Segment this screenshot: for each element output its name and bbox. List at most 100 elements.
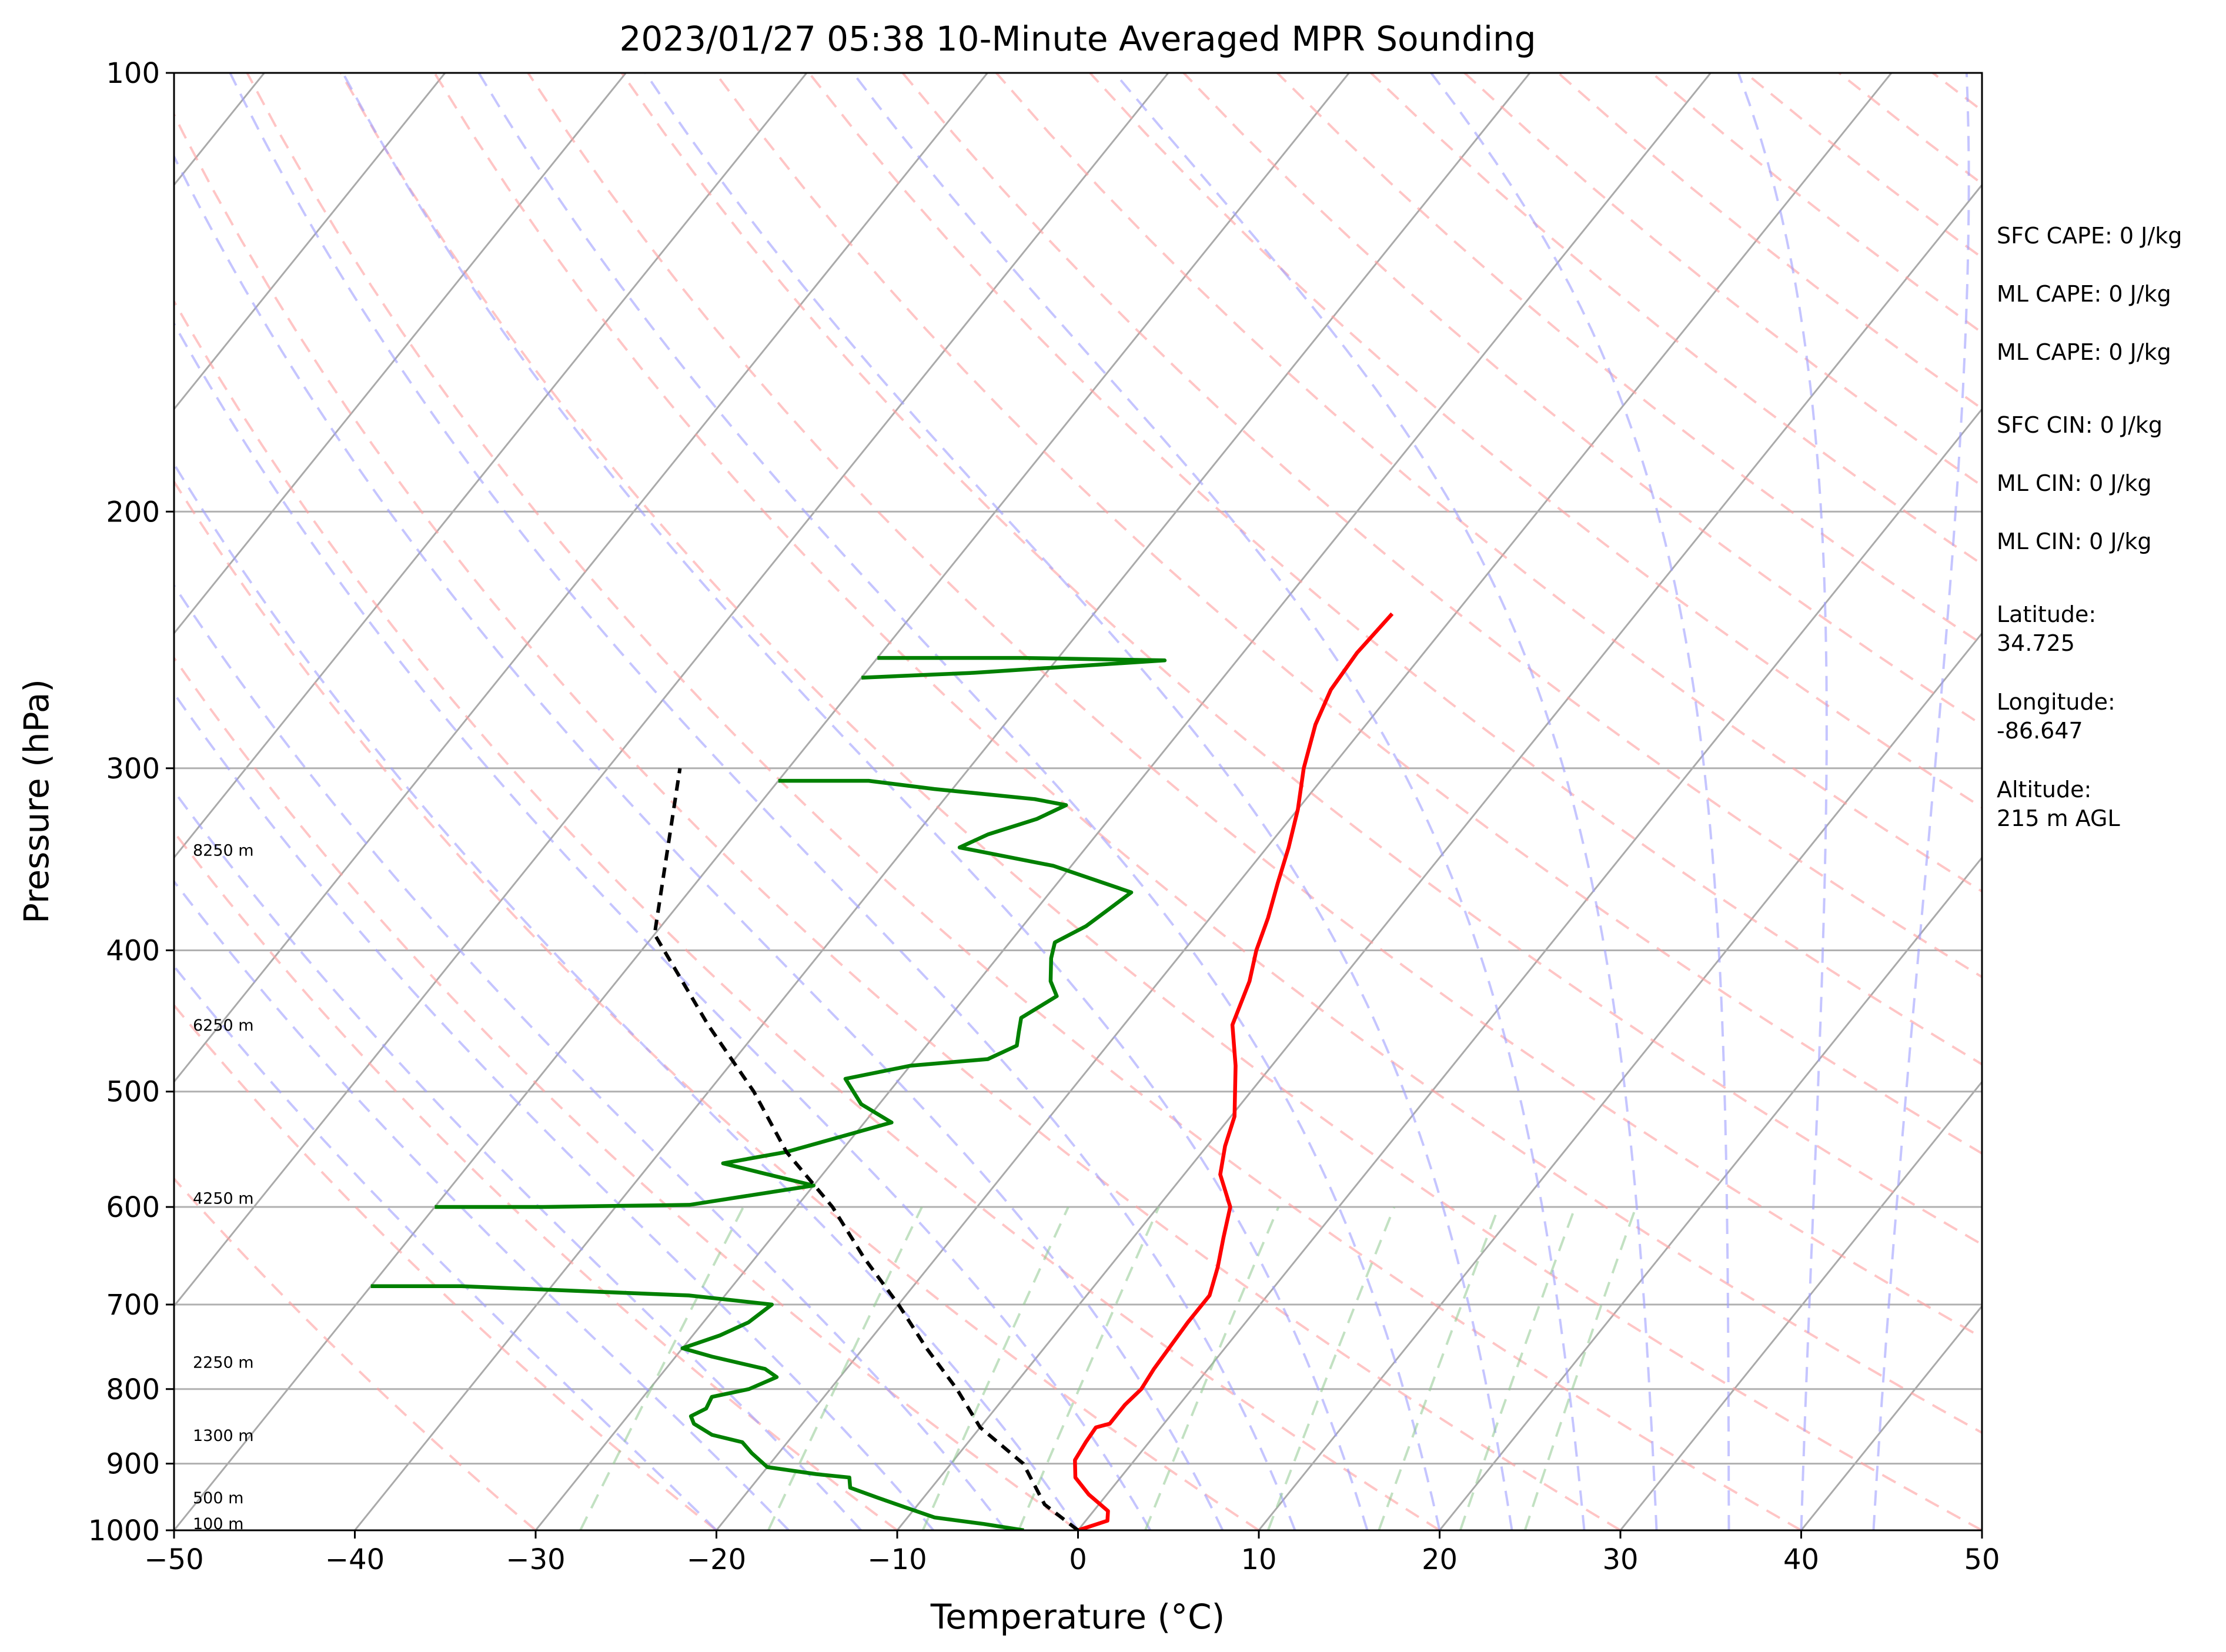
chart-title: 2023/01/27 05:38 10-Minute Averaged MPR … [619,19,1536,59]
x-tick-label: 0 [1069,1543,1087,1576]
isotherm-line [1439,856,1982,1530]
y-axis-title: Pressure (hPa) [16,679,56,924]
dry-adiabat-line [620,73,1982,1246]
dewpoint-profile-upper [434,778,1134,1209]
mixing-ratio-line [921,1206,1069,1530]
x-axis-ticks: −50 −40 −30 −20 −10 0 10 20 30 40 50 [144,1530,2000,1576]
dry-adiabat-line [246,73,1802,1530]
x-tick-label: 30 [1602,1543,1638,1576]
moist-adiabat-line [174,462,1079,1530]
dry-adiabat-line [174,112,1622,1530]
height-label: 8250 m [193,841,254,860]
isotherm-line [896,183,1982,1530]
x-tick-label: −20 [687,1543,746,1576]
stat-sfc-cape: SFC CAPE: 0 J/kg [1997,223,2182,249]
dry-adiabat-line [527,73,1982,1339]
isotherm-line [174,73,988,1084]
isotherm-line [174,73,627,635]
moist-adiabat-line [852,73,1586,1530]
temperature-profile [1073,612,1394,1530]
stat-ml-cin: ML CIN: 0 J/kg [1997,470,2151,496]
x-tick-label: −50 [144,1543,203,1576]
height-label: 100 m [193,1515,243,1533]
dry-adiabat-line [808,73,1982,1066]
altitude-value: 215 m AGL [1997,805,2120,831]
moist-adiabat-line [1114,73,1658,1530]
x-axis-title: Temperature (°C) [930,1597,1225,1637]
y-tick-label: 400 [106,935,160,968]
dewpoint-profile [370,1284,1024,1530]
dry-adiabat-line [174,1176,537,1530]
sounding-stats-panel: SFC CAPE: 0 J/kg ML CAPE: 0 J/kg ML CAPE… [1997,223,2182,831]
x-tick-label: 50 [1964,1543,2000,1576]
x-tick-label: −30 [506,1543,565,1576]
dry-adiabat-line [714,73,1982,1155]
isotherm-line [2163,73,2226,1530]
isotherm-line [174,73,808,860]
moist-adiabat-line [644,73,1513,1530]
y-tick-label: 100 [106,57,160,90]
background-lines [174,73,2226,1530]
mixing-ratio-line [1266,1206,1396,1530]
x-tick-label: 20 [1422,1543,1458,1576]
mixing-ratio-line [1523,1206,1637,1530]
mixing-ratio-line [1459,1206,1576,1530]
height-label: 500 m [193,1489,243,1507]
dry-adiabat-line [174,299,1440,1530]
dry-adiabat-line [174,656,1079,1530]
mixing-ratio-line [1378,1206,1500,1530]
x-tick-label: −40 [325,1543,385,1576]
longitude-label: Longitude: [1997,689,2115,715]
y-tick-label: 200 [106,496,160,529]
stat-ml-cape-2: ML CAPE: 0 J/kg [1997,339,2171,365]
isotherm-line [716,73,1893,1530]
mixing-ratio-line [1144,1206,1280,1530]
y-tick-label: 500 [106,1076,160,1109]
moist-adiabat-line [174,691,935,1530]
moist-adiabat-line [229,73,1296,1530]
moist-adiabat-line [174,583,1007,1530]
dry-adiabat-line [433,73,1982,1434]
dry-adiabat-line [339,73,1982,1530]
dry-adiabat-line [174,1003,717,1530]
dewpoint-profile-top [861,656,1167,680]
moist-adiabat-line [1872,73,1970,1530]
moist-adiabat-line [477,73,1441,1530]
y-tick-label: 1000 [88,1514,160,1547]
y-axis-ticks: 100 200 300 400 500 600 700 800 900 1000 [88,57,174,1547]
isotherm-line [174,73,1350,1530]
y-tick-label: 900 [106,1448,160,1481]
y-tick-label: 300 [106,753,160,785]
moist-adiabat-line [342,73,1369,1530]
moist-adiabat-line [174,153,1224,1530]
moist-adiabat-line [1430,73,1730,1530]
data-lines [370,612,1394,1530]
latitude-value: 34.725 [1997,630,2075,656]
height-labels: 8250 m 6250 m 4250 m 2250 m 1300 m 500 m 100 m [193,841,254,1533]
y-tick-label: 700 [106,1289,160,1322]
stat-sfc-cin: SFC CIN: 0 J/kg [1997,412,2163,438]
isotherm-line [354,73,1531,1530]
mixing-ratio-line [767,1206,923,1530]
x-tick-label: −10 [867,1543,927,1576]
y-tick-label: 800 [106,1373,160,1406]
height-label: 2250 m [193,1354,254,1372]
height-label: 6250 m [193,1016,254,1035]
stat-ml-cin-2: ML CIN: 0 J/kg [1997,529,2151,554]
isotherm-line [174,73,446,411]
stat-ml-cape: ML CAPE: 0 J/kg [1997,281,2171,307]
mixing-ratio-line [579,1206,745,1530]
moist-adiabat-line [1737,73,1828,1530]
latitude-label: Latitude: [1997,601,2096,627]
isotherm-line [174,73,1169,1307]
x-tick-label: 10 [1241,1543,1276,1576]
height-label: 4250 m [193,1189,254,1208]
altitude-label: Altitude: [1997,777,2091,802]
longitude-value: -86.647 [1997,718,2083,744]
moist-adiabat-line [174,321,1152,1530]
dry-adiabat-line [174,830,898,1530]
height-label: 1300 m [193,1427,254,1445]
isotherm-line [1619,1080,1982,1530]
isotherm-line [534,73,1712,1530]
